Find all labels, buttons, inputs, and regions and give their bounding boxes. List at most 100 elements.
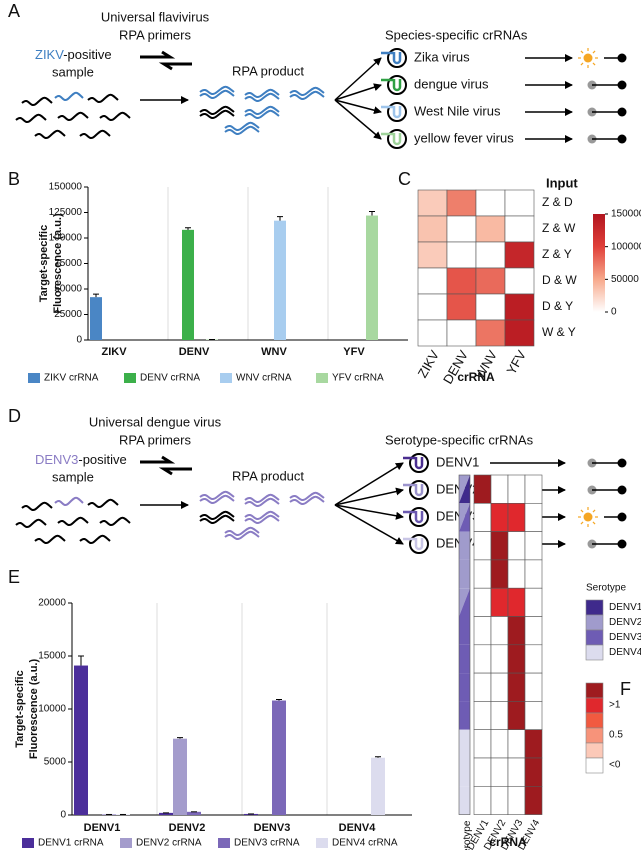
primer	[158, 62, 192, 71]
glow-ray	[592, 50, 596, 54]
product-strand	[199, 89, 235, 99]
error-bar	[276, 698, 282, 701]
heatmap-cell	[507, 644, 526, 674]
y-tick-label: 100000	[49, 233, 83, 244]
annotation-cell	[459, 475, 470, 504]
heatmap-cell	[446, 293, 477, 321]
heatmap-cell	[475, 293, 506, 321]
glow-ray	[580, 50, 584, 54]
heatmap-cell	[524, 644, 543, 674]
primer	[158, 467, 192, 476]
heatmap-cell	[417, 319, 448, 347]
heatmap-cell	[417, 189, 448, 217]
panel-label: E	[8, 567, 20, 587]
colorbar-label: 0	[611, 307, 617, 318]
glow-ray	[592, 62, 596, 66]
y-tick-label: 50000	[54, 284, 82, 295]
panel-label: D	[8, 406, 21, 426]
heatmap-cell	[446, 215, 477, 243]
sample-strand	[79, 129, 111, 139]
sample-strand	[99, 111, 131, 121]
bar	[182, 229, 194, 340]
crrna-loop	[409, 480, 429, 500]
legend-label: DENV4 crRNA	[332, 838, 398, 849]
y-tick-label: Z & D	[542, 195, 573, 209]
y-tick-label: 75000	[54, 258, 82, 269]
sample-strand	[34, 534, 66, 544]
product-strand	[244, 88, 280, 98]
legend-swatch	[316, 838, 328, 848]
heatmap-cell	[507, 701, 526, 731]
glow-ray	[580, 509, 584, 513]
reporter-cleaved	[583, 512, 593, 522]
legend-swatch	[124, 373, 136, 383]
legend-swatch	[316, 373, 328, 383]
sample-strand	[15, 113, 47, 123]
y-tick-label: 10000	[38, 704, 66, 715]
arrow	[334, 487, 404, 506]
crrna-title: Serotype-specific crRNAs	[385, 432, 534, 447]
y-tick-label: 25000	[54, 309, 82, 320]
annotation-cell	[459, 729, 470, 758]
heatmap-cell	[490, 531, 509, 561]
color-step	[585, 682, 604, 699]
product-strand	[244, 109, 280, 119]
product-strand	[244, 514, 280, 524]
heatmap-cell	[473, 559, 492, 589]
annotation-cell	[459, 503, 470, 532]
target-label: DENV1	[436, 454, 479, 469]
heatmap-cell	[475, 241, 506, 269]
y-tick-label: W & Y	[542, 325, 576, 339]
product-strand	[224, 530, 260, 540]
crrna-loop	[387, 75, 407, 95]
legend-swatch	[220, 373, 232, 383]
sample-virus: ZIKV	[35, 47, 64, 62]
legend-label: DENV3	[609, 632, 641, 643]
y-axis-label: Fluorescence (a.u.)	[52, 213, 64, 314]
product-strand	[199, 514, 235, 524]
error-bar	[277, 216, 283, 221]
crrna	[403, 510, 424, 524]
target-label: West Nile virus	[414, 103, 501, 118]
heatmap-cell	[507, 672, 526, 702]
arrow	[334, 462, 404, 506]
annotation-cell	[459, 644, 470, 674]
legend-swatch	[585, 644, 604, 661]
heatmap-cell	[473, 502, 492, 532]
heatmap-cell	[446, 241, 477, 269]
heatmap-cell	[473, 644, 492, 674]
bar	[274, 220, 286, 340]
heatmap-cell	[473, 474, 492, 504]
error-bar	[93, 293, 99, 298]
sample-word: sample	[52, 469, 94, 484]
legend-label: DENV2 crRNA	[136, 838, 202, 849]
colorbar-label: 0.5	[609, 730, 623, 741]
heatmap-cell	[490, 559, 509, 589]
product-strand	[244, 92, 280, 102]
heatmap-cell	[524, 587, 543, 617]
reporter-quencher	[617, 53, 627, 63]
annotation-frame	[458, 474, 471, 815]
annotation-cell	[459, 531, 470, 560]
error-bar	[185, 227, 191, 230]
x-tick-label: ZIKV	[415, 347, 443, 380]
reporter-quencher	[617, 80, 627, 90]
sample-strand	[21, 96, 53, 106]
product-label: RPA product	[232, 468, 304, 483]
legend-label: DENV3 crRNA	[234, 838, 300, 849]
x-tick-label: YFV	[343, 346, 365, 358]
heatmap-cell	[490, 757, 509, 787]
heatmap-title: Input	[546, 175, 578, 190]
annotation-cell	[459, 503, 470, 532]
sample-strand	[57, 516, 89, 526]
glow-ray	[592, 509, 596, 513]
legend-label: DENV1 crRNA	[38, 838, 104, 849]
reporter-cleaved	[583, 53, 593, 63]
reporter-quencher	[617, 458, 627, 468]
heatmap-cell	[475, 319, 506, 347]
heatmap-cell	[504, 189, 535, 217]
heatmap-cell	[417, 267, 448, 295]
sample-strand	[87, 93, 119, 103]
legend-label: DENV1	[609, 602, 641, 613]
arrow	[334, 504, 404, 520]
